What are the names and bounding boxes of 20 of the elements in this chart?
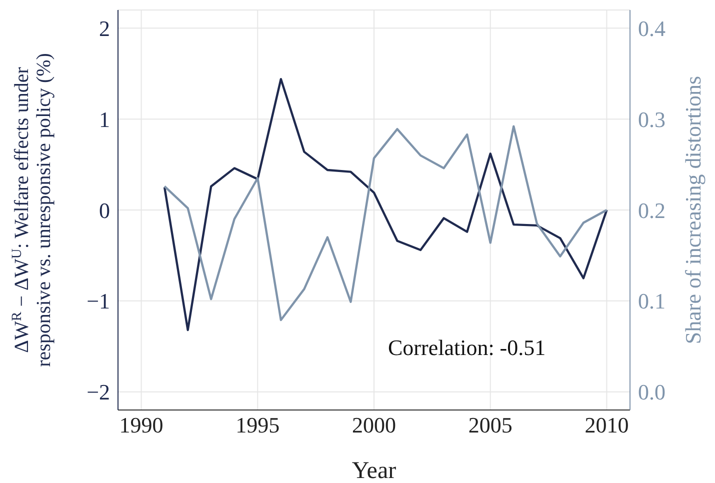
y2-tick-label: 0.2 xyxy=(638,198,666,223)
y2-tick-label: 0.0 xyxy=(638,380,666,405)
annotation: Correlation: -0.51 xyxy=(388,335,546,361)
y-tick-label: −1 xyxy=(86,288,110,314)
y2-tick-label: 0.4 xyxy=(638,16,666,41)
y2-tick-label: 0.3 xyxy=(638,106,666,132)
y-tick-label: 0 xyxy=(99,198,110,223)
y-tick-label: 2 xyxy=(99,16,110,41)
y2-axis-title: Share of increasing distortions xyxy=(680,76,706,344)
y-tick-label: 1 xyxy=(99,106,110,132)
line-series xyxy=(163,78,608,332)
line-series xyxy=(163,125,608,322)
x-tick-label: 2000 xyxy=(352,412,396,438)
x-tick-label: 1995 xyxy=(236,412,280,438)
x-tick-label: 2010 xyxy=(584,412,629,438)
y2-tick-label: 0.1 xyxy=(638,288,666,314)
y-tick-label: −2 xyxy=(86,380,110,405)
x-axis-title: Year xyxy=(352,458,396,483)
x-tick-label: 1990 xyxy=(119,412,164,438)
x-tick-label: 2005 xyxy=(468,412,512,438)
